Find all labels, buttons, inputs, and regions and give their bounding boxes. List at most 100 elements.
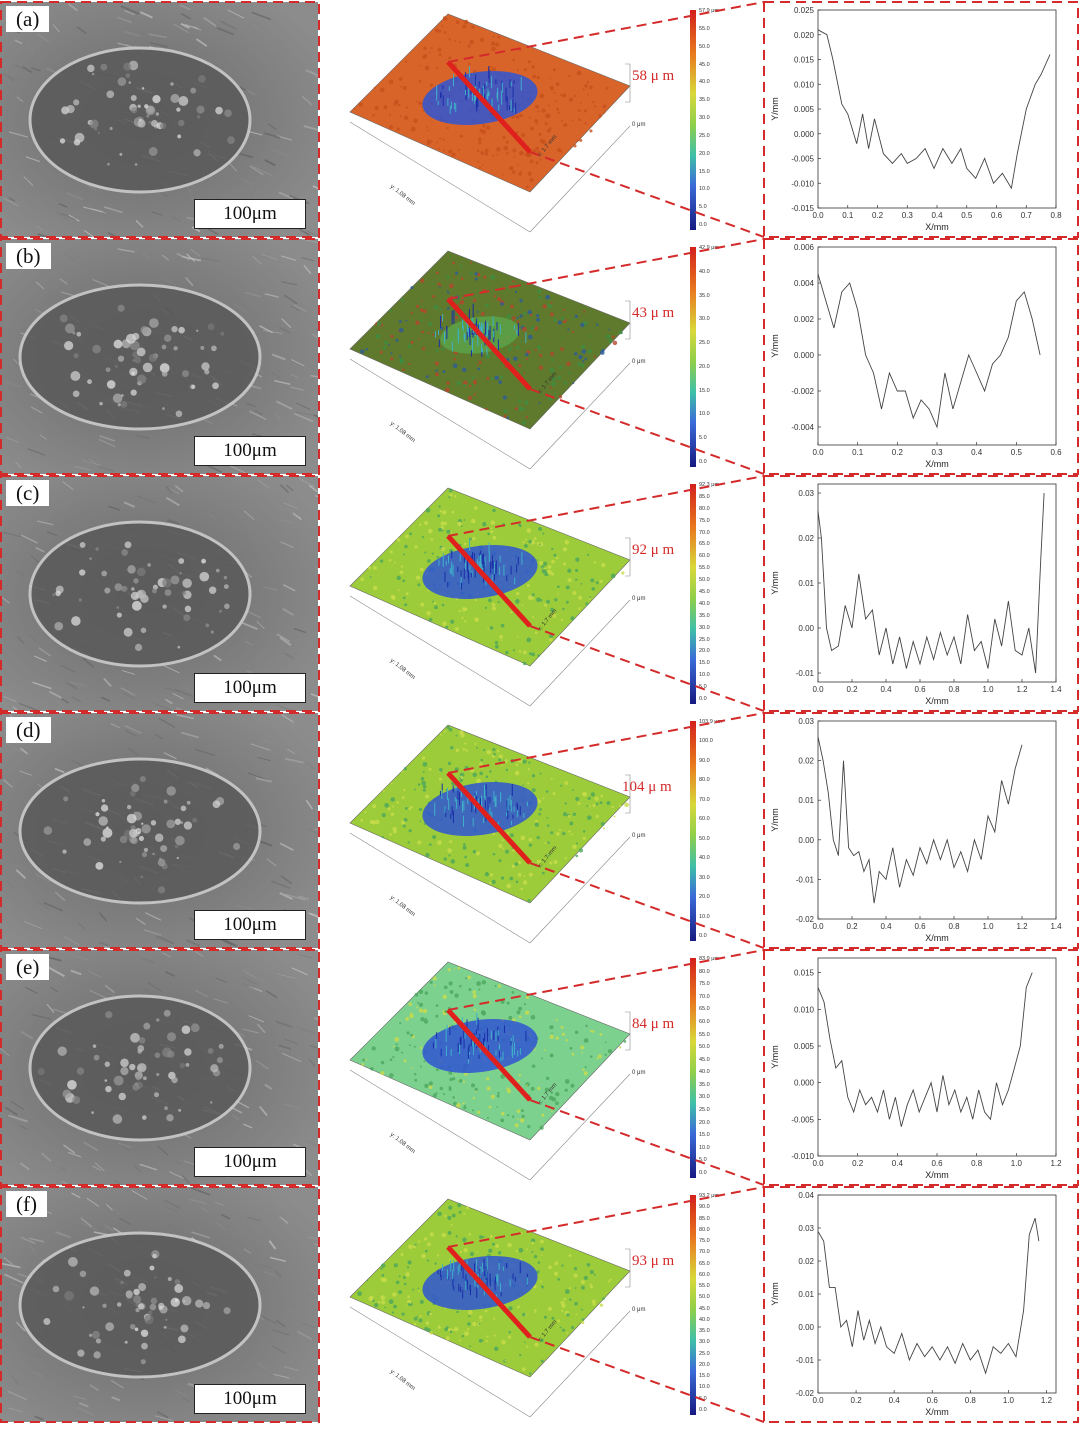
colorbar-tick-label: 35.0: [699, 292, 710, 299]
y-tick-label: 0.025: [794, 6, 815, 15]
y-tick-label: 0.006: [794, 243, 815, 252]
profile-chart: 0.0 0.2 0.4 0.6 0.8 1.0 1.2 0.04 0.03 0.02 0.01 0.0…: [760, 1187, 1076, 1422]
x-tick-label: 0.2: [872, 211, 884, 220]
colorbar-tick-label: 45.0: [699, 589, 710, 595]
y-tick-label: 0.004: [794, 279, 815, 288]
depth-label: 84 μ m: [632, 1016, 675, 1032]
colorbar-tick-label: 50.0: [699, 1044, 710, 1051]
colorbar: [690, 247, 696, 467]
y-tick-label: -0.01: [796, 669, 815, 678]
sem-micrograph: (c) 100μm: [0, 476, 318, 711]
x-tick-label: 0.4: [931, 211, 943, 220]
zero-label: 0 μm: [632, 596, 646, 602]
y-tick-label: -0.002: [791, 387, 814, 396]
colorbar-tick-label: 50.0: [699, 1294, 710, 1301]
y-tick-label: 0.01: [798, 1290, 814, 1299]
colorbar-tick-label: 15.0: [699, 660, 710, 667]
colorbar-tick-label: 70.0: [699, 993, 710, 1000]
colorbar-tick-label: 103.9 μm: [699, 719, 723, 725]
y-axis-title: Y/mm: [770, 97, 780, 121]
y-tick-label: 0.005: [794, 1042, 815, 1051]
depth-label: 43 μ m: [632, 305, 675, 321]
x-axis-title: X/mm: [925, 1407, 949, 1417]
y-tick-label: 0.000: [794, 130, 815, 139]
profile-chart: 0.0 0.1 0.2 0.3 0.4 0.5 0.6 0.006 0.004 0.002 0.00…: [760, 239, 1076, 474]
y-tick-label: 0.00: [798, 836, 814, 845]
x-tick-label: 1.2: [1016, 922, 1028, 931]
map-y-axis-label: y: 1.08 mm: [389, 1369, 416, 1392]
y-tick-label: 0.01: [798, 579, 814, 588]
depth-label: 58 μ m: [632, 68, 675, 84]
y-tick-label: 0.03: [798, 489, 814, 498]
colorbar-tick-label: 20.0: [699, 1361, 710, 1368]
x-tick-label: 0.4: [971, 448, 983, 457]
profile-chart: 0.0 0.2 0.4 0.6 0.8 1.0 1.2 1.4 0.03 0.02 0.01 0.00…: [760, 713, 1076, 948]
colorbar-tick-label: 70.0: [699, 796, 710, 803]
colorbar-tick-label: 83.9 μm: [699, 956, 719, 962]
colorbar-tick-label: 15.0: [699, 387, 710, 394]
y-tick-label: -0.005: [791, 1115, 814, 1124]
colorbar-tick-label: 0.0: [699, 1407, 707, 1413]
colorbar-tick-label: 30.0: [699, 874, 710, 881]
scale-bar: 100μm: [194, 673, 306, 703]
colorbar-tick-label: 10.0: [699, 1144, 710, 1151]
colorbar-tick-label: 30.0: [699, 1094, 710, 1101]
colorbar-tick-label: 25.0: [699, 340, 710, 347]
y-tick-label: 0.02: [798, 534, 814, 543]
y-tick-label: -0.005: [791, 155, 814, 164]
x-axis-title: X/mm: [925, 933, 949, 943]
colorbar-tick-label: 5.0: [699, 684, 707, 691]
y-tick-label: -0.004: [791, 423, 814, 432]
x-tick-label: 0.6: [991, 211, 1003, 220]
y-axis-title: Y/mm: [770, 334, 780, 358]
x-tick-label: 0.0: [812, 1396, 824, 1405]
x-tick-label: 1.4: [1050, 685, 1062, 694]
x-tick-label: 0.8: [948, 685, 960, 694]
x-tick-label: 0.2: [846, 685, 858, 694]
colorbar-tick-label: 10.0: [699, 913, 710, 920]
y-tick-label: 0.015: [794, 969, 815, 978]
colorbar: [690, 721, 696, 941]
x-tick-label: 0.5: [961, 211, 973, 220]
x-tick-label: 0.2: [851, 1396, 863, 1405]
colorbar-tick-label: 45.0: [699, 61, 710, 68]
y-tick-label: 0.000: [794, 1079, 815, 1088]
x-tick-label: 0.8: [971, 1159, 983, 1168]
x-tick-label: 0.3: [931, 448, 943, 457]
colorbar-tick-label: 15.0: [699, 1132, 710, 1139]
y-tick-label: 0.03: [798, 1224, 814, 1233]
y-tick-label: 0.010: [794, 1005, 815, 1014]
colorbar-tick-label: 35.0: [699, 1328, 710, 1335]
colorbar-tick-label: 75.0: [699, 1238, 710, 1245]
colorbar-tick-label: 50.0: [699, 577, 710, 584]
colorbar-tick-label: 20.0: [699, 894, 710, 901]
colorbar: [690, 1195, 696, 1415]
colorbar-tick-label: 75.0: [699, 517, 710, 524]
map-y-axis-label: y: 1.08 mm: [389, 658, 416, 681]
sem-micrograph: (b) 100μm: [0, 239, 318, 474]
x-tick-label: 0.8: [1050, 211, 1062, 220]
colorbar-tick-label: 40.0: [699, 855, 710, 862]
colorbar-tick-label: 15.0: [699, 1373, 710, 1380]
colorbar-tick-label: 30.0: [699, 624, 710, 631]
colorbar-tick-label: 20.0: [699, 150, 710, 157]
colorbar-tick-label: 20.0: [699, 648, 710, 655]
y-tick-label: 0.02: [798, 757, 814, 766]
x-tick-label: 0.6: [914, 685, 926, 694]
x-tick-label: 0.2: [892, 448, 904, 457]
scale-bar: 100μm: [194, 1147, 306, 1177]
y-tick-label: -0.010: [791, 1152, 814, 1161]
sem-micrograph: (f) 100μm: [0, 1187, 318, 1422]
x-axis-title: X/mm: [925, 696, 949, 706]
map-y-axis-label: y: 1.08 mm: [389, 1132, 416, 1155]
x-tick-label: 0.6: [927, 1396, 939, 1405]
y-axis-title: Y/mm: [770, 1045, 780, 1069]
panel-label: (f): [6, 1191, 47, 1217]
x-tick-label: 0.5: [1011, 448, 1023, 457]
scale-bar: 100μm: [194, 436, 306, 466]
colorbar-tick-label: 20.0: [699, 1119, 710, 1126]
x-tick-label: 0.8: [948, 922, 960, 931]
panel-label: (d): [6, 717, 51, 743]
